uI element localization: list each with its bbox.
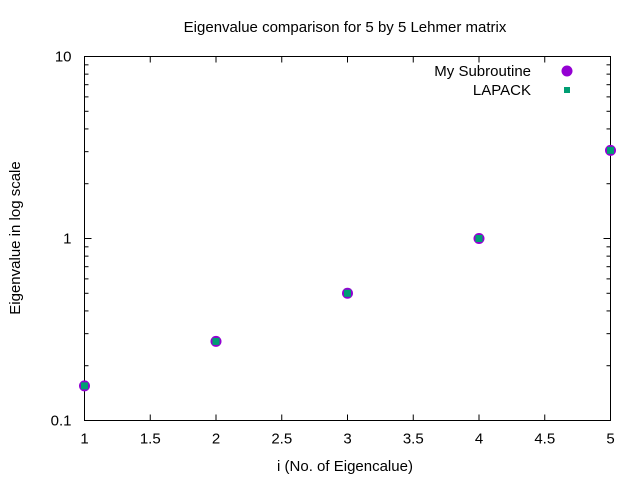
x-tick-label: 4.5 — [534, 431, 555, 448]
point-lapack — [344, 289, 351, 297]
point-lapack — [212, 337, 220, 345]
data-points — [79, 144, 616, 392]
y-axis-label: Eigenvalue in log scale — [7, 161, 24, 314]
legend-label-lapack: LAPACK — [473, 82, 531, 99]
plot-frame — [84, 56, 611, 421]
x-tick-label: 3.5 — [403, 431, 424, 448]
point-lapack — [81, 382, 88, 390]
legend-marker-my-subroutine — [561, 65, 573, 77]
y-tick-label: 10 — [55, 49, 72, 66]
y-tick-label: 0.1 — [51, 413, 72, 430]
point-lapack — [607, 146, 614, 154]
chart-title: Eigenvalue comparison for 5 by 5 Lehmer … — [184, 19, 507, 36]
legend-label-my-subroutine: My Subroutine — [434, 63, 531, 80]
point-lapack — [475, 235, 483, 242]
x-tick-labels: 1 1.5 2 2.5 3 3.5 4 4.5 5 — [80, 431, 614, 448]
y-tick-labels: 0.1 1 10 — [51, 49, 72, 430]
x-tick-label: 3 — [343, 431, 351, 448]
y-tick-label: 1 — [63, 231, 71, 248]
legend-marker-lapack — [564, 87, 570, 93]
x-tick-label: 2 — [212, 431, 220, 448]
x-tick-label: 1.5 — [140, 431, 161, 448]
axis-ticks — [84, 56, 611, 421]
x-tick-label: 1 — [80, 431, 88, 448]
x-tick-label: 5 — [606, 431, 614, 448]
legend: My Subroutine LAPACK — [434, 63, 573, 99]
x-tick-label: 4 — [475, 431, 483, 448]
x-tick-label: 2.5 — [271, 431, 292, 448]
x-axis-label: i (No. of Eigencalue) — [277, 458, 413, 475]
